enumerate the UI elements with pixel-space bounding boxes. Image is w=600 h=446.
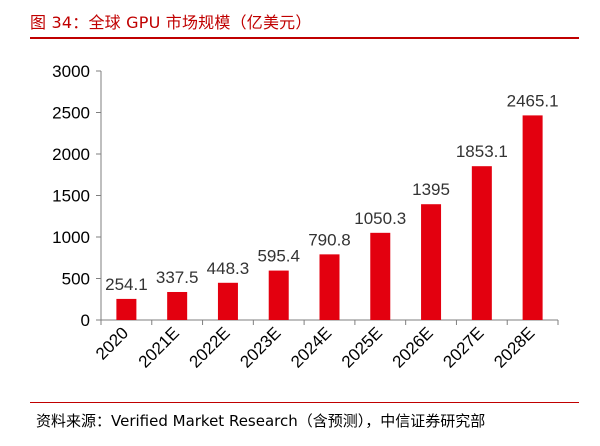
x-tick-label: 2021E [135,323,183,371]
y-tick-label: 500 [62,270,90,289]
bar [217,282,238,320]
y-tick-label: 3000 [52,62,90,81]
x-tick-label: 2022E [186,323,234,371]
bar [522,115,543,320]
x-tick-label: 2027E [439,323,487,371]
x-tick-label: 2020 [92,323,132,363]
figure-header: 图 34：全球 GPU 市场规模（亿美元） [0,0,600,40]
y-tick-label: 1000 [52,228,90,247]
footer-divider [30,402,579,403]
bar-value-label: 1853.1 [456,142,508,161]
y-tick-label: 2500 [52,104,90,123]
x-tick-label: 2025E [338,323,386,371]
bars-group [116,115,543,320]
x-axis: 2020 2021E 2022E 2023E 2024E 2025E 2026E 2027E 2… [92,319,559,372]
y-tick-label: 2000 [52,145,90,164]
x-tick-label: 2024E [287,323,335,371]
bar-value-label: 790.8 [308,230,351,249]
figure-title: 图 34：全球 GPU 市场规模（亿美元） [30,13,312,32]
bar [370,232,391,320]
bar [471,166,492,320]
x-tick-label: 2023E [236,323,284,371]
bar-value-label: 595.4 [257,247,300,266]
bar [268,270,289,320]
bar-value-label: 337.5 [156,268,199,287]
bar [167,291,188,320]
y-tick-label: 0 [81,311,90,330]
bar [319,254,340,320]
y-tick-label: 1500 [52,187,90,206]
title-underline [30,37,579,39]
x-tick-label: 2028E [490,323,538,371]
bar [421,204,442,320]
bar-value-label: 2465.1 [507,91,559,110]
bar-value-label: 254.1 [105,275,148,294]
x-tick-label: 2026E [389,323,437,371]
y-axis: 0 500 1000 1500 2000 2500 3000 [52,62,102,330]
bar [116,298,137,320]
source-note: 资料来源：Verified Market Research（含预测），中信证券研… [36,412,486,430]
bar-value-label: 448.3 [207,259,250,278]
bar-value-label: 1395 [412,180,450,199]
chart-area: 0 500 1000 1500 2000 2500 3000 2020 2021E 2022E 2… [0,40,600,402]
bar-value-label: 1050.3 [354,209,406,228]
